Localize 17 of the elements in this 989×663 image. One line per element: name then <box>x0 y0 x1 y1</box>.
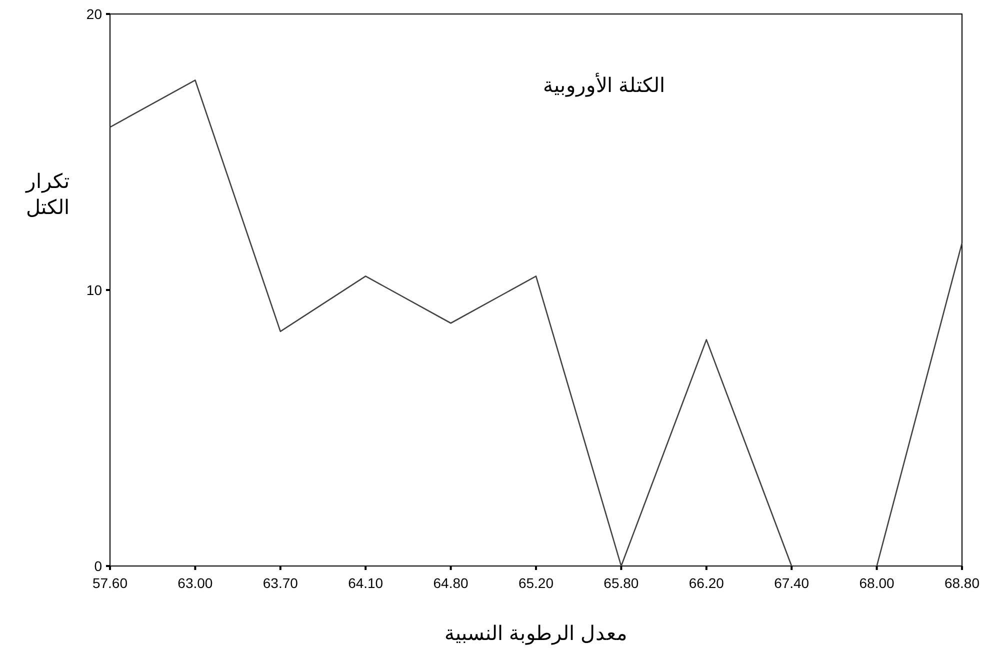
x-tick-label: 68.80 <box>944 575 980 591</box>
annotation: الكتلة الأوروبية <box>542 72 666 97</box>
x-tick-label: 67.40 <box>774 575 810 591</box>
x-tick-label: 57.60 <box>92 575 128 591</box>
x-tick-label: 63.70 <box>262 575 298 591</box>
x-tick-label: 64.10 <box>348 575 384 591</box>
x-tick-label: 64.80 <box>433 575 469 591</box>
x-tick-label: 63.00 <box>178 575 213 591</box>
y-tick-label: 0 <box>94 558 102 574</box>
y-axis-title: تكرار الكتل <box>25 171 70 219</box>
x-tick-label: 65.80 <box>604 575 639 591</box>
x-tick-label: 65.20 <box>518 575 554 591</box>
x-tick-label: 66.20 <box>688 575 724 591</box>
y-tick-label: 20 <box>86 6 102 22</box>
x-tick-label: 68.00 <box>859 575 895 591</box>
x-axis-title: معدل الرطوبة النسبية <box>444 623 628 645</box>
y-tick-label: 10 <box>86 282 102 298</box>
